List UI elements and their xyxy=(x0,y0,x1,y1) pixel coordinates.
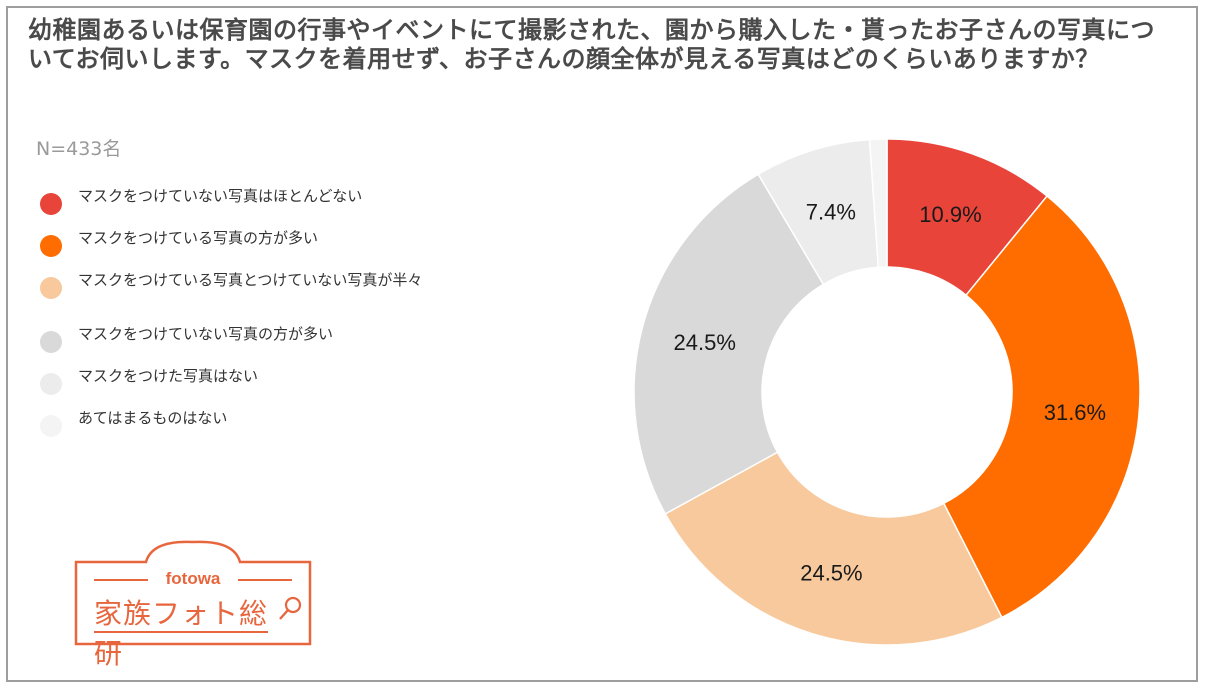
slice-value-label: 10.9% xyxy=(919,202,981,227)
donut-slice xyxy=(942,194,1141,619)
donut-slice xyxy=(868,138,888,269)
magnifier-icon xyxy=(284,596,302,614)
slice-value-label: 7.4% xyxy=(806,200,856,225)
legend-label: あてはまるものはない xyxy=(78,409,228,427)
legend-label: マスクをつけていない写真はほとんどない xyxy=(78,187,363,205)
logo-brand: fotowa xyxy=(165,569,221,588)
legend-swatch xyxy=(40,415,62,437)
slice-value-label: 24.5% xyxy=(674,330,736,355)
fotowa-logo: fotowa 家族フォト総研 xyxy=(68,540,318,670)
chart-title: 幼稚園あるいは保育園の行事やイベントにて撮影された、園から購入した・貰ったお子さ… xyxy=(28,16,1155,73)
legend-swatch xyxy=(40,277,62,299)
logo-frame-graphic xyxy=(74,540,312,646)
legend-swatch xyxy=(40,373,62,395)
sample-size-label: N=433名 xyxy=(36,138,122,160)
legend-swatch xyxy=(40,193,62,215)
legend-swatch xyxy=(40,235,62,257)
donut-chart: 10.9% 31.6% 24.5% 24.5% 7.4% xyxy=(633,138,1141,646)
slice-value-label: 31.6% xyxy=(1044,400,1106,425)
slice-value-label: 24.5% xyxy=(800,561,862,586)
donut-slice xyxy=(633,173,825,515)
legend-label: マスクをつけている写真とつけていない写真が半々 xyxy=(78,271,423,289)
logo-name: 家族フォト総研 xyxy=(94,597,269,670)
legend-label: マスクをつけている写真の方が多い xyxy=(78,229,319,247)
legend-swatch xyxy=(40,331,62,353)
legend-label: マスクをつけた写真はない xyxy=(78,367,259,385)
donut-slice xyxy=(664,451,1003,646)
legend-label: マスクをつけていない写真の方が多い xyxy=(78,325,334,343)
